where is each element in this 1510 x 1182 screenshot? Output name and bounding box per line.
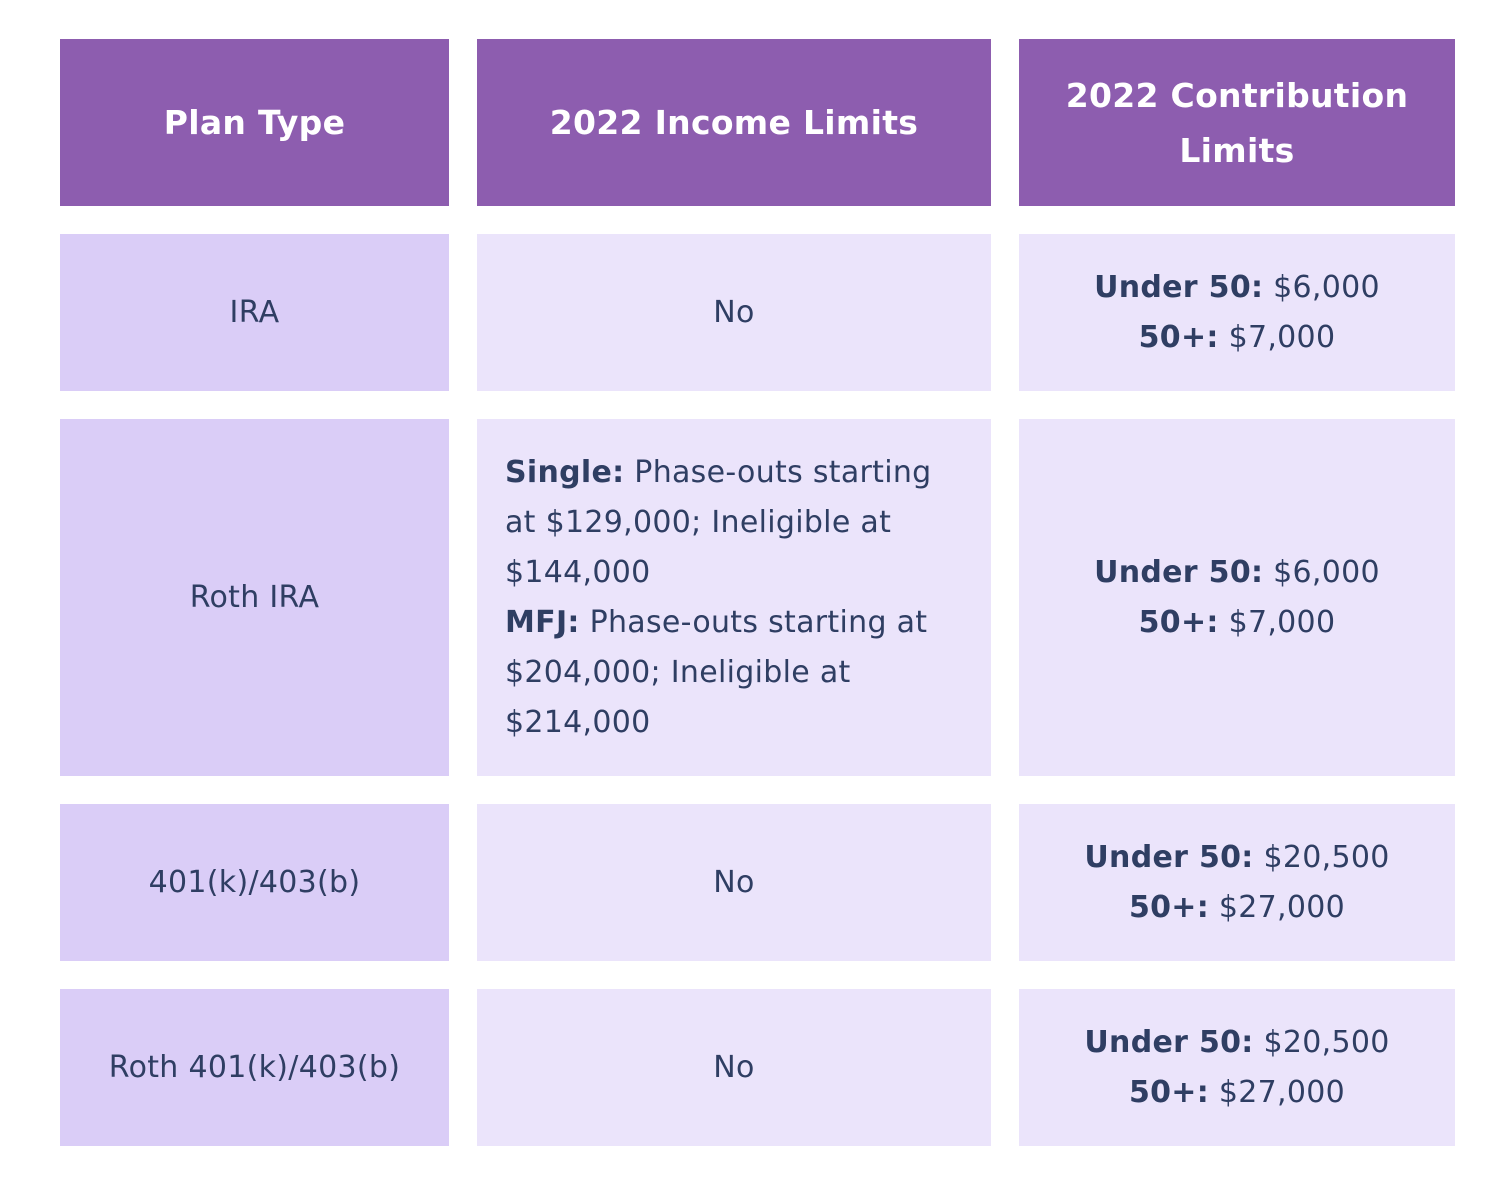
plan-cell-roth-401k-403b: Roth 401(k)/403(b)	[60, 989, 449, 1146]
contribution-cell-roth-401k-403b: Under 50: $20,500 50+: $27,000	[1019, 989, 1455, 1146]
header-income-limits: 2022 Income Limits	[477, 39, 991, 206]
50-plus-label: 50+:	[1138, 319, 1219, 355]
50-plus-label: 50+:	[1128, 889, 1210, 925]
contribution-under-50: Under 50: $20,500	[1084, 1018, 1389, 1068]
income-cell-roth-ira: Single: Phase-outs starting at $129,000;…	[477, 419, 991, 776]
income-value: No	[713, 294, 755, 330]
contribution-values: Under 50: $20,500 50+: $27,000	[1084, 833, 1389, 933]
limits-table: Plan Type 2022 Income Limits 2022 Contri…	[60, 39, 1455, 1146]
under-50-value: $6,000	[1273, 269, 1380, 305]
contribution-under-50: Under 50: $6,000	[1094, 263, 1380, 313]
header-plan-type-label: Plan Type	[163, 103, 346, 142]
50-plus-value: $27,000	[1218, 889, 1346, 925]
50-plus-value: $7,000	[1228, 604, 1336, 640]
income-details: Single: Phase-outs starting at $129,000;…	[505, 448, 963, 748]
single-text: Phase-outs starting at $129,000; Ineligi…	[505, 454, 932, 590]
income-single: Single: Phase-outs starting at $129,000;…	[505, 448, 963, 598]
under-50-value: $20,500	[1263, 839, 1390, 875]
header-contribution-limits-label: 2022 Contribution Limits	[1065, 75, 1409, 170]
plan-name: Roth 401(k)/403(b)	[108, 1049, 401, 1085]
header-plan-type: Plan Type	[60, 39, 449, 206]
income-cell-401k-403b: No	[477, 804, 991, 961]
contribution-values: Under 50: $20,500 50+: $27,000	[1084, 1018, 1389, 1118]
contribution-50-plus: 50+: $27,000	[1084, 883, 1389, 933]
50-plus-value: $7,000	[1228, 319, 1336, 355]
contribution-50-plus: 50+: $7,000	[1094, 313, 1380, 363]
contribution-cell-ira: Under 50: $6,000 50+: $7,000	[1019, 234, 1455, 391]
contribution-cell-roth-ira: Under 50: $6,000 50+: $7,000	[1019, 419, 1455, 776]
income-value: No	[713, 1049, 755, 1085]
header-income-limits-label: 2022 Income Limits	[549, 103, 919, 142]
contribution-50-plus: 50+: $7,000	[1094, 598, 1380, 648]
contribution-values: Under 50: $6,000 50+: $7,000	[1094, 548, 1380, 648]
header-contribution-limits: 2022 Contribution Limits	[1019, 39, 1455, 206]
contribution-under-50: Under 50: $6,000	[1094, 548, 1380, 598]
under-50-label: Under 50:	[1084, 839, 1254, 875]
50-plus-label: 50+:	[1138, 604, 1219, 640]
plan-name: Roth IRA	[189, 579, 320, 615]
mfj-label: MFJ:	[505, 604, 580, 640]
contribution-under-50: Under 50: $20,500	[1084, 833, 1389, 883]
under-50-label: Under 50:	[1094, 554, 1264, 590]
mfj-text: Phase-outs starting at $204,000; Ineligi…	[505, 604, 928, 740]
contribution-50-plus: 50+: $27,000	[1084, 1068, 1389, 1118]
income-mfj: MFJ: Phase-outs starting at $204,000; In…	[505, 598, 963, 748]
contribution-values: Under 50: $6,000 50+: $7,000	[1094, 263, 1380, 363]
plan-cell-roth-ira: Roth IRA	[60, 419, 449, 776]
under-50-value: $6,000	[1273, 554, 1380, 590]
under-50-label: Under 50:	[1084, 1024, 1254, 1060]
50-plus-label: 50+:	[1128, 1074, 1210, 1110]
50-plus-value: $27,000	[1218, 1074, 1346, 1110]
income-cell-ira: No	[477, 234, 991, 391]
plan-cell-ira: IRA	[60, 234, 449, 391]
under-50-label: Under 50:	[1094, 269, 1264, 305]
plan-name: 401(k)/403(b)	[148, 864, 361, 900]
plan-cell-401k-403b: 401(k)/403(b)	[60, 804, 449, 961]
income-cell-roth-401k-403b: No	[477, 989, 991, 1146]
single-label: Single:	[505, 454, 625, 490]
under-50-value: $20,500	[1263, 1024, 1390, 1060]
contribution-cell-401k-403b: Under 50: $20,500 50+: $27,000	[1019, 804, 1455, 961]
plan-name: IRA	[229, 294, 280, 330]
income-value: No	[713, 864, 755, 900]
